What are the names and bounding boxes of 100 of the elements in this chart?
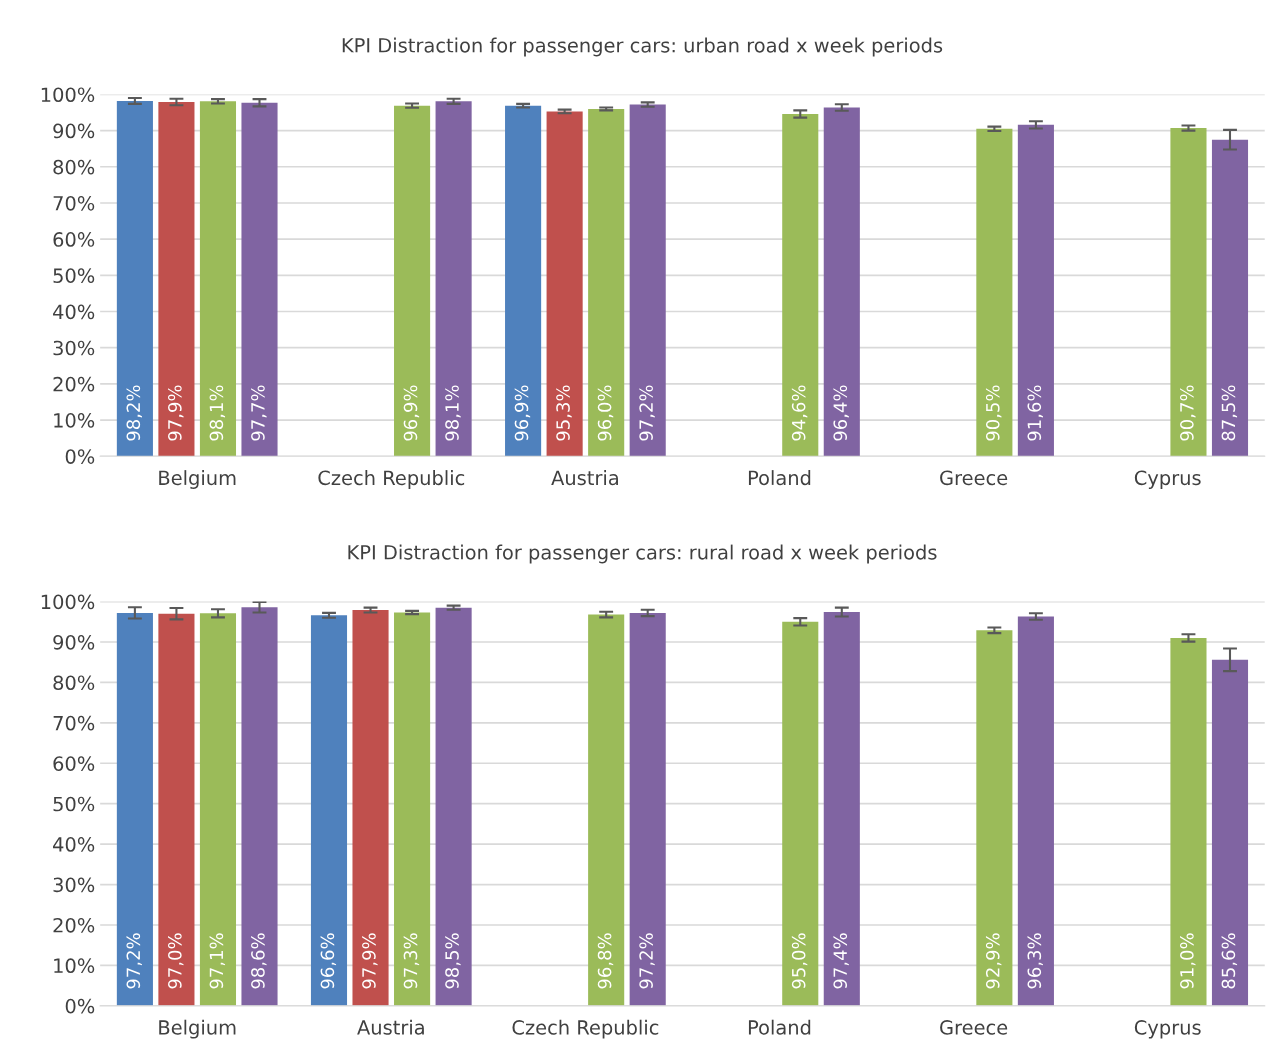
bar: [976, 128, 1013, 457]
y-tick-label: 20%: [53, 917, 95, 933]
bar: [1017, 616, 1054, 1006]
x-tick-label: Greece: [940, 1020, 1008, 1035]
y-tick-label: 50%: [53, 268, 95, 283]
x-tick-label: Cyprus: [1134, 470, 1201, 489]
y-tick-label: 10%: [54, 958, 95, 974]
y-tick-label: 20%: [53, 376, 95, 392]
x-tick-label: Poland: [748, 1019, 811, 1035]
bar: [782, 113, 819, 457]
bar: [588, 614, 625, 1006]
y-tick-label: 80%: [53, 675, 95, 691]
data-label: 98,1%: [209, 385, 226, 441]
data-label: 97,7%: [251, 385, 267, 441]
bar: [158, 102, 195, 457]
bar: [158, 613, 195, 1006]
bar: [1170, 637, 1207, 1006]
data-label: 91,6%: [1027, 385, 1043, 441]
bar: [823, 107, 860, 457]
bar: [588, 108, 625, 457]
x-tick-label: Belgium: [159, 1019, 236, 1039]
y-tick-label: 100%: [41, 594, 95, 610]
data-label: 95,0%: [791, 933, 808, 989]
data-label: 97,9%: [362, 933, 378, 989]
bar: [782, 621, 819, 1006]
data-label: 97,2%: [639, 933, 655, 989]
bar: [199, 613, 237, 1006]
data-label: 96,4%: [833, 385, 849, 441]
x-tick-label: Austria: [357, 1019, 424, 1035]
bar: [241, 102, 278, 457]
bar: [976, 630, 1013, 1006]
data-label: 98,5%: [445, 933, 461, 989]
data-label: 96,0%: [597, 385, 614, 441]
x-tick-label: Czech Republic: [512, 1019, 659, 1039]
y-tick-label: 0%: [65, 449, 95, 464]
data-label: 98,1%: [445, 385, 461, 441]
y-tick-label: 70%: [53, 195, 95, 211]
data-label: 96,6%: [320, 933, 337, 989]
y-tick-label: 50%: [53, 796, 95, 812]
data-label: 97,2%: [126, 933, 142, 989]
data-label: 90,5%: [985, 385, 1002, 441]
x-tick-label: Czech Republic: [318, 470, 465, 489]
data-label: 87,5%: [1221, 385, 1238, 441]
x-tick-label: Poland: [748, 470, 811, 486]
y-tick-label: 60%: [53, 756, 95, 771]
data-label: 98,6%: [251, 933, 267, 989]
data-label: 97,2%: [639, 385, 655, 441]
data-label: 97,1%: [209, 933, 226, 989]
x-tick-label: Cyprus: [1134, 1020, 1201, 1039]
data-label: 96,9%: [514, 385, 531, 441]
y-tick-label: 60%: [53, 232, 95, 247]
bar: [546, 111, 583, 457]
data-label: 97,9%: [168, 385, 184, 441]
bar: [241, 607, 278, 1006]
data-label: 96,3%: [1027, 933, 1043, 989]
bar: [116, 100, 153, 457]
data-label: 97,4%: [833, 933, 849, 989]
y-tick-label: 90%: [53, 634, 95, 650]
data-label: 94,6%: [791, 385, 808, 441]
bar: [505, 105, 542, 457]
data-label: 90,7%: [1180, 385, 1196, 441]
bar: [823, 612, 860, 1006]
bar: [435, 101, 472, 457]
y-tick-label: 80%: [53, 159, 95, 175]
data-label: 92,9%: [985, 933, 1002, 989]
y-tick-label: 0%: [65, 998, 95, 1014]
data-label: 95,3%: [556, 385, 572, 441]
y-tick-label: 30%: [53, 340, 95, 356]
bar: [116, 612, 153, 1006]
y-tick-label: 70%: [53, 715, 95, 731]
y-tick-label: 100%: [41, 87, 95, 103]
bar: [1017, 124, 1054, 457]
chart-title: KPI Distraction for passenger cars: urban road x week periods: [342, 37, 943, 57]
bar: [394, 612, 431, 1006]
data-label: 96,8%: [597, 933, 614, 989]
data-label: 96,9%: [403, 385, 420, 441]
chart-title: KPI Distraction for passenger cars: rural road x week periods: [348, 544, 937, 564]
bar: [1211, 659, 1249, 1006]
bar: [629, 612, 666, 1006]
data-label: 85,6%: [1221, 933, 1238, 989]
y-tick-label: 30%: [53, 877, 95, 893]
y-tick-label: 40%: [53, 304, 95, 320]
bar: [352, 610, 389, 1006]
y-tick-label: 40%: [53, 837, 95, 852]
bar: [1211, 139, 1249, 457]
bar: [435, 607, 472, 1006]
bar: [310, 615, 348, 1006]
data-label: 97,0%: [168, 933, 184, 989]
data-label: 98,2%: [126, 385, 142, 441]
x-tick-label: Austria: [551, 470, 618, 486]
bar: [394, 105, 431, 457]
data-label: 91,0%: [1180, 933, 1196, 989]
x-tick-label: Greece: [940, 470, 1008, 486]
bar: [199, 101, 237, 457]
bar: [629, 104, 666, 457]
y-tick-label: 10%: [54, 413, 95, 428]
bar: [1170, 128, 1207, 457]
y-tick-label: 90%: [53, 123, 95, 139]
x-tick-label: Belgium: [159, 470, 236, 489]
data-label: 97,3%: [403, 933, 420, 989]
